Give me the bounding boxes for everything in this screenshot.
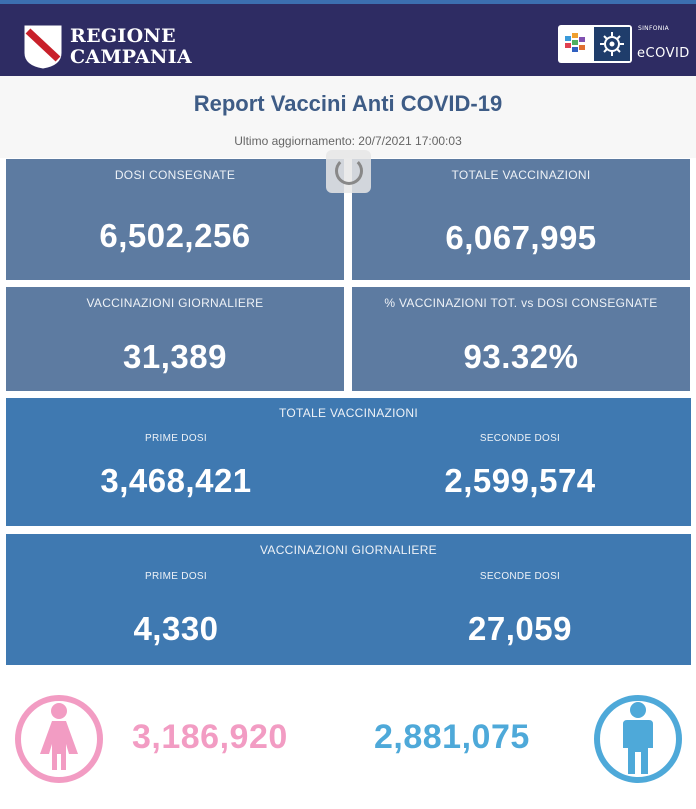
kpi-card-percentuale: % VACCINAZIONI TOT. vs DOSI CONSEGNATE 9… — [352, 287, 690, 391]
ecovid-label: eCOVID — [637, 46, 690, 61]
sinfonia-logo — [558, 25, 632, 63]
kpi-value: 93.32% — [463, 338, 579, 375]
female-person-icon — [15, 695, 103, 783]
spinner-icon — [335, 157, 363, 185]
seconde-dosi-label: SECONDE DOSI — [479, 433, 561, 444]
report-title: Report Vaccini Anti COVID-19 — [193, 91, 503, 116]
totale-vaccinazioni-panel: TOTALE VACCINAZIONI PRIME DOSI 3,468,421… — [6, 398, 691, 526]
kpi-card-totale-vaccinazioni: TOTALE VACCINAZIONI 6,067,995 — [352, 159, 690, 280]
sinfonia-grid-icon — [565, 27, 630, 61]
kpi-card-vaccinazioni-giornaliere: VACCINAZIONI GIORNALIERE 31,389 — [6, 287, 344, 391]
male-person-icon — [594, 695, 682, 783]
prime-dosi-label: PRIME DOSI — [145, 433, 207, 444]
kpi-value: 6,067,995 — [445, 219, 597, 256]
kpi-label: % VACCINAZIONI TOT. vs DOSI CONSEGNATE — [384, 296, 658, 310]
campania-shield-icon — [24, 25, 62, 69]
panel-title: VACCINAZIONI GIORNALIERE — [259, 543, 437, 557]
seconde-dosi-value: 27,059 — [468, 610, 572, 647]
kpi-value: 6,502,256 — [99, 217, 251, 254]
prime-dosi-label: PRIME DOSI — [145, 571, 207, 582]
kpi-label: VACCINAZIONI GIORNALIERE — [86, 296, 264, 310]
kpi-value: 31,389 — [123, 338, 227, 375]
female-vaccinated-count: 3,186,920 — [132, 718, 288, 756]
regione-campania-logo: REGIONE CAMPANIA — [70, 26, 192, 68]
seconde-dosi-value: 2,599,574 — [444, 462, 596, 499]
logo-line-2: CAMPANIA — [70, 46, 192, 68]
kpi-label: DOSI CONSEGNATE — [114, 168, 236, 182]
title-area — [0, 76, 696, 158]
last-update-text: Ultimo aggiornamento: 20/7/2021 17:00:03 — [234, 134, 462, 148]
sinfonia-label: SINFONIA — [638, 25, 670, 32]
loading-spinner — [326, 150, 371, 193]
app-header: REGIONE CAMPANIA SINFONIA eCOVID — [0, 0, 696, 76]
male-vaccinated-count: 2,881,075 — [374, 718, 530, 756]
seconde-dosi-label: SECONDE DOSI — [479, 571, 561, 582]
prime-dosi-value: 4,330 — [133, 610, 219, 647]
vaccinazioni-giornaliere-panel: VACCINAZIONI GIORNALIERE PRIME DOSI 4,33… — [6, 534, 691, 665]
kpi-card-dosi-consegnate: DOSI CONSEGNATE 6,502,256 — [6, 159, 344, 280]
panel-title: TOTALE VACCINAZIONI — [278, 406, 419, 420]
logo-line-1: REGIONE — [70, 25, 176, 47]
kpi-label: TOTALE VACCINAZIONI — [451, 168, 591, 182]
prime-dosi-value: 3,468,421 — [100, 462, 252, 499]
